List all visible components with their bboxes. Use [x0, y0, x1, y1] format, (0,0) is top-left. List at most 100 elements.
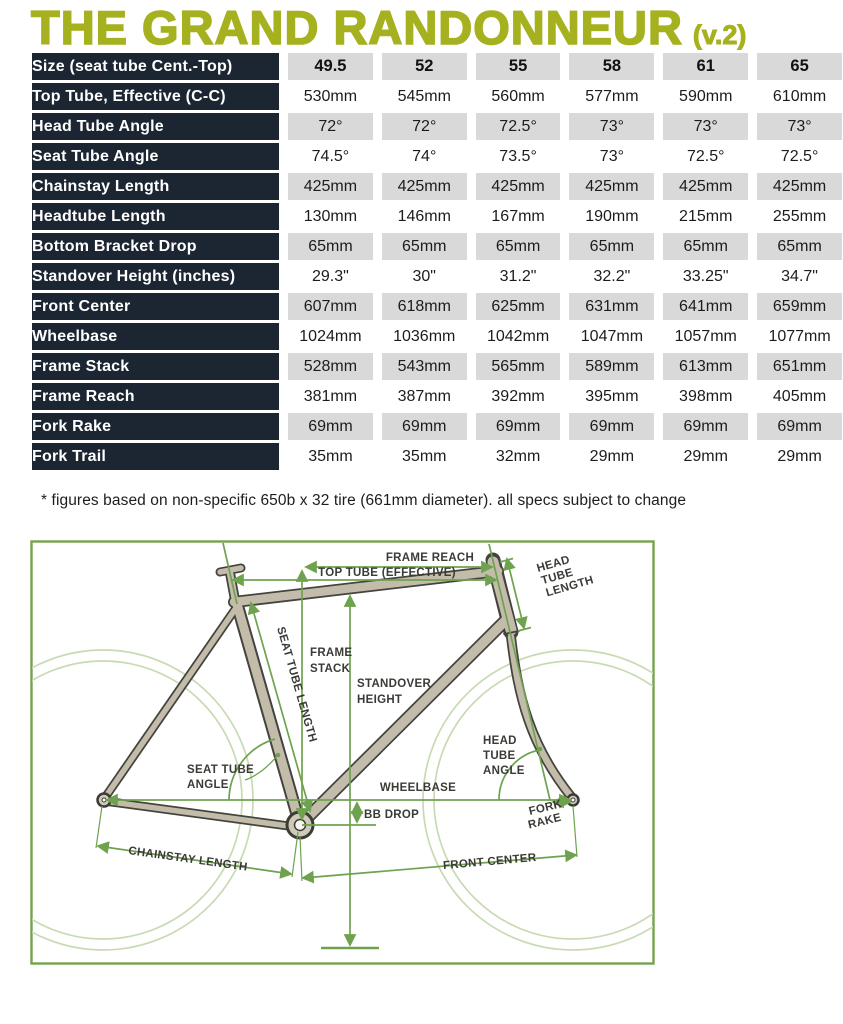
spec-value-cell: 528mm [288, 353, 373, 380]
label-standover-height: STANDOVER HEIGHT [357, 678, 435, 706]
table-row: Head Tube Angle 72° 72° 72.5° 73° 73° 73° [32, 113, 842, 140]
spec-value-cell: 73° [757, 113, 842, 140]
spec-value-cell: 560mm [475, 83, 561, 110]
table-row: Fork Rake 69mm 69mm 69mm 69mm 69mm 69mm [32, 413, 842, 440]
spec-value-cell: 69mm [663, 413, 749, 440]
spec-value-cell: 618mm [381, 293, 467, 320]
table-row: Frame Reach 381mm 387mm 392mm 395mm 398mm 405m… [32, 383, 842, 410]
size-column-header: 61 [663, 53, 749, 80]
spec-value-cell: 167mm [475, 203, 561, 230]
label-seat-tube-angle: SEAT TUBE ANGLE [187, 764, 258, 791]
row-label: Front Center [32, 293, 279, 320]
seat-tube-angle-arc [228, 738, 276, 801]
spec-value-cell: 29mm [569, 443, 655, 470]
spec-value-cell: 1057mm [663, 323, 749, 350]
head-tube-angle-arc [498, 749, 540, 801]
spec-value-cell: 577mm [569, 83, 655, 110]
table-row: Wheelbase 1024mm 1036mm 1042mm 1047mm 1057mm 1… [32, 323, 842, 350]
row-label: Seat Tube Angle [32, 143, 279, 170]
label-head-tube-angle: HEAD TUBE ANGLE [483, 735, 525, 777]
spec-value-cell: 69mm [757, 413, 842, 440]
spec-value-cell: 610mm [757, 83, 842, 110]
label-chainstay-length: CHAINSTAY LENGTH [128, 845, 249, 874]
spec-value-cell: 69mm [381, 413, 467, 440]
spec-value-cell: 405mm [757, 383, 842, 410]
table-row: Frame Stack 528mm 543mm 565mm 589mm 613mm 651m… [32, 353, 842, 380]
spec-value-cell: 72° [288, 113, 373, 140]
page-title: THE GRAND RANDONNEUR [30, 0, 683, 55]
spec-value-cell: 625mm [475, 293, 561, 320]
size-column-header: 49.5 [288, 53, 373, 80]
spec-value-cell: 146mm [381, 203, 467, 230]
spec-value-cell: 659mm [757, 293, 842, 320]
spec-value-cell: 32mm [475, 443, 561, 470]
geometry-diagram: FRAME REACH TOP TUBE (EFFECTIVE) HEAD TU… [30, 540, 655, 965]
spec-value-cell: 65mm [381, 233, 467, 260]
spec-value-cell: 65mm [475, 233, 561, 260]
seat-tube-length-line [247, 601, 314, 813]
row-label: Wheelbase [32, 323, 279, 350]
spec-value-cell: 425mm [757, 173, 842, 200]
row-label: Frame Stack [32, 353, 279, 380]
table-row: Standover Height (inches) 29.3" 30" 31.2" 32… [32, 263, 842, 290]
label-seat-tube-length: SEAT TUBE LENGTH [274, 626, 318, 744]
label-bb-drop: BB DROP [364, 809, 419, 821]
spec-value-cell: 74.5° [288, 143, 373, 170]
label-head-tube-length: HEAD TUBE LENGTH [536, 549, 596, 600]
spec-value-cell: 1036mm [381, 323, 467, 350]
size-column-header: 55 [475, 53, 561, 80]
spec-value-cell: 73° [569, 113, 655, 140]
spec-value-cell: 387mm [381, 383, 467, 410]
label-wheelbase: WHEELBASE [380, 782, 456, 794]
front-center-line [301, 849, 578, 884]
spec-value-cell: 29.3" [288, 263, 373, 290]
spec-value-cell: 255mm [757, 203, 842, 230]
spec-value-cell: 72.5° [757, 143, 842, 170]
label-front-center: FRONT CENTER [443, 852, 538, 872]
page-title-version: (v.2) [692, 20, 747, 51]
spec-value-cell: 65mm [569, 233, 655, 260]
spec-value-cell: 641mm [663, 293, 749, 320]
spec-value-cell: 69mm [569, 413, 655, 440]
headset-line [503, 630, 520, 635]
page-header: THE GRAND RANDONNEUR (v.2) [30, 0, 843, 56]
row-label: Standover Height (inches) [32, 263, 279, 290]
row-label: Top Tube, Effective (C-C) [32, 83, 279, 110]
spec-value-cell: 72° [381, 113, 467, 140]
spec-value-cell: 545mm [381, 83, 467, 110]
table-row: Seat Tube Angle 74.5° 74° 73.5° 73° 72.5° 72.5… [32, 143, 842, 170]
row-label: Fork Trail [32, 443, 279, 470]
spec-value-cell: 29mm [757, 443, 842, 470]
label-frame-stack: FRAME STACK [310, 647, 356, 675]
spec-value-cell: 35mm [381, 443, 467, 470]
spec-value-cell: 215mm [663, 203, 749, 230]
row-label-size: Size (seat tube Cent.-Top) [32, 53, 279, 80]
spec-value-cell: 31.2" [475, 263, 561, 290]
spec-value-cell: 425mm [475, 173, 561, 200]
row-label: Headtube Length [32, 203, 279, 230]
spec-value-cell: 130mm [288, 203, 373, 230]
spec-value-cell: 530mm [288, 83, 373, 110]
spec-value-cell: 35mm [288, 443, 373, 470]
footnote: * figures based on non-specific 650b x 3… [41, 492, 687, 509]
spec-value-cell: 398mm [663, 383, 749, 410]
spec-value-cell: 33.25" [663, 263, 749, 290]
spec-value-cell: 589mm [569, 353, 655, 380]
row-label: Chainstay Length [32, 173, 279, 200]
spec-value-cell: 631mm [569, 293, 655, 320]
spec-value-cell: 190mm [569, 203, 655, 230]
head-tube-length-line [503, 557, 528, 630]
spec-value-cell: 65mm [288, 233, 373, 260]
spec-value-cell: 30" [381, 263, 467, 290]
spec-value-cell: 73° [569, 143, 655, 170]
spec-value-cell: 1047mm [569, 323, 655, 350]
label-frame-reach: FRAME REACH [386, 552, 474, 564]
spec-value-cell: 72.5° [475, 113, 561, 140]
spec-value-cell: 395mm [569, 383, 655, 410]
label-fork-rake: FORK RAKE [524, 797, 570, 831]
spec-value-cell: 29mm [663, 443, 749, 470]
row-label: Bottom Bracket Drop [32, 233, 279, 260]
spec-value-cell: 69mm [288, 413, 373, 440]
table-row: Bottom Bracket Drop 65mm 65mm 65mm 65mm 65mm 6… [32, 233, 842, 260]
